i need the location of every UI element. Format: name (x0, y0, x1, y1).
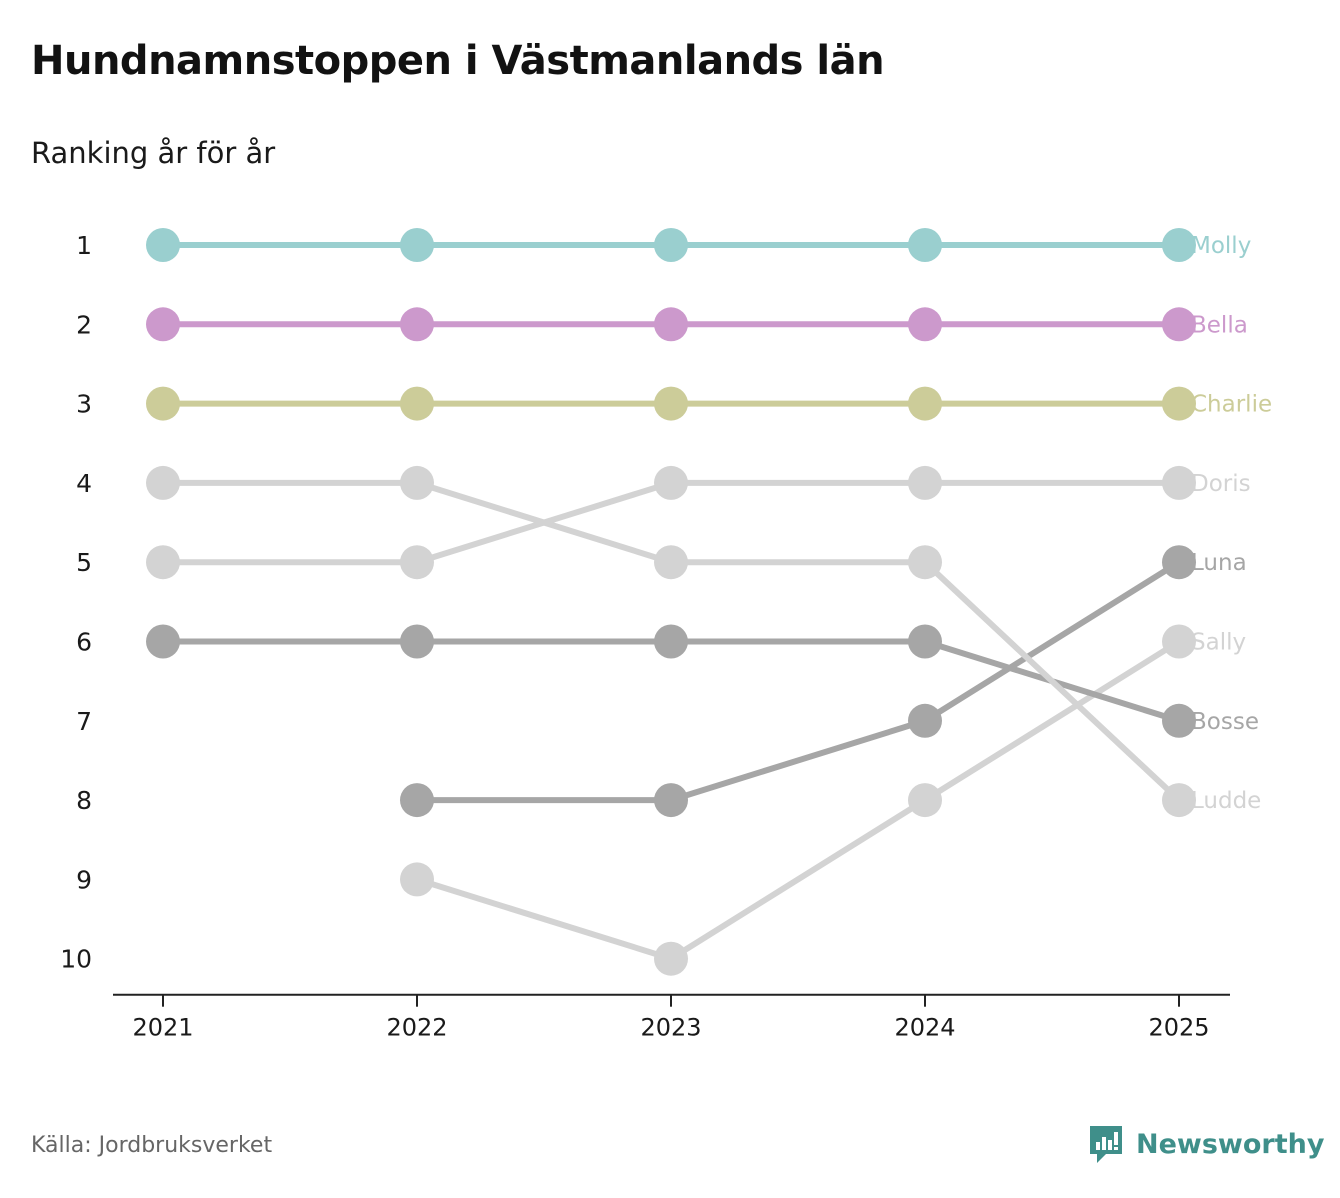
brand-logo: Newsworthy (1088, 1124, 1324, 1164)
series-labels: Molly Bella Charlie Doris Luna Sally Bosse Ludd… (1191, 233, 1272, 814)
y-tick-label: 8 (76, 786, 92, 815)
bar-chart-speech-bubble-icon (1090, 1126, 1122, 1163)
data-point-sally (1162, 624, 1196, 659)
y-tick-label: 6 (76, 628, 92, 657)
data-point-doris (654, 465, 688, 500)
y-axis-ticks: 1 2 3 4 5 6 7 8 9 10 (60, 231, 92, 974)
data-point-charlie (146, 386, 180, 421)
y-tick-label: 4 (76, 469, 92, 498)
data-point-sally (908, 783, 942, 818)
series-label-bella: Bella (1191, 312, 1248, 338)
y-tick-label: 7 (76, 707, 92, 736)
data-point-ludde (908, 545, 942, 580)
data-point-bosse (1162, 703, 1196, 738)
data-point-molly (146, 228, 180, 262)
series-label-charlie: Charlie (1191, 392, 1272, 418)
series-label-sally: Sally (1191, 630, 1246, 656)
data-point-doris (1162, 465, 1196, 500)
data-point-luna (400, 783, 434, 818)
data-point-ludde (146, 465, 180, 500)
brand-name: Newsworthy (1136, 1128, 1325, 1160)
data-point-molly (908, 228, 942, 262)
series-points (146, 228, 1196, 976)
data-point-sally (654, 941, 688, 976)
data-point-charlie (654, 386, 688, 421)
x-tick-label: 2021 (132, 1014, 193, 1042)
data-point-luna (1162, 545, 1196, 580)
x-axis: 2021 2022 2023 2024 2025 (113, 993, 1230, 1042)
data-point-doris (400, 545, 434, 580)
data-point-ludde (400, 465, 434, 500)
data-point-bosse (146, 624, 180, 659)
x-tick-label: 2022 (386, 1014, 447, 1042)
data-point-bella (146, 307, 180, 342)
x-tick-label: 2025 (1148, 1014, 1209, 1042)
series-line-luna (414, 559, 1182, 804)
series-label-molly: Molly (1191, 233, 1251, 259)
data-point-luna (654, 783, 688, 818)
data-point-charlie (1162, 386, 1196, 421)
data-point-bosse (654, 624, 688, 659)
series-label-ludde: Ludde (1191, 788, 1261, 814)
data-point-luna (908, 703, 942, 738)
data-point-charlie (400, 386, 434, 421)
data-point-bella (400, 307, 434, 342)
series-label-doris: Doris (1191, 471, 1251, 497)
data-point-sally (400, 862, 434, 897)
y-tick-label: 9 (76, 865, 92, 894)
data-point-doris (908, 465, 942, 500)
data-point-bella (654, 307, 688, 342)
y-tick-label: 2 (76, 310, 92, 339)
y-tick-label: 3 (76, 390, 92, 419)
series-lines (160, 242, 1182, 962)
data-point-bella (1162, 307, 1196, 342)
y-tick-label: 5 (76, 548, 92, 577)
series-line-sally (414, 638, 1182, 962)
series-label-luna: Luna (1191, 550, 1247, 576)
data-point-ludde (654, 545, 688, 580)
chart-subtitle: Ranking år för år (31, 136, 276, 170)
data-point-molly (400, 228, 434, 262)
data-point-molly (1162, 228, 1196, 262)
data-point-doris (146, 545, 180, 580)
series-label-bosse: Bosse (1191, 709, 1259, 735)
x-tick-label: 2024 (894, 1014, 955, 1042)
x-tick-label: 2023 (640, 1014, 701, 1042)
y-tick-label: 10 (60, 945, 92, 974)
data-point-bosse (908, 624, 942, 659)
y-tick-label: 1 (76, 231, 92, 260)
data-point-molly (654, 228, 688, 262)
chart-title: Hundnamnstoppen i Västmanlands län (31, 38, 885, 84)
data-point-charlie (908, 386, 942, 421)
data-point-bella (908, 307, 942, 342)
data-point-bosse (400, 624, 434, 659)
data-point-ludde (1162, 783, 1196, 818)
source-note: Källa: Jordbruksverket (31, 1133, 273, 1158)
